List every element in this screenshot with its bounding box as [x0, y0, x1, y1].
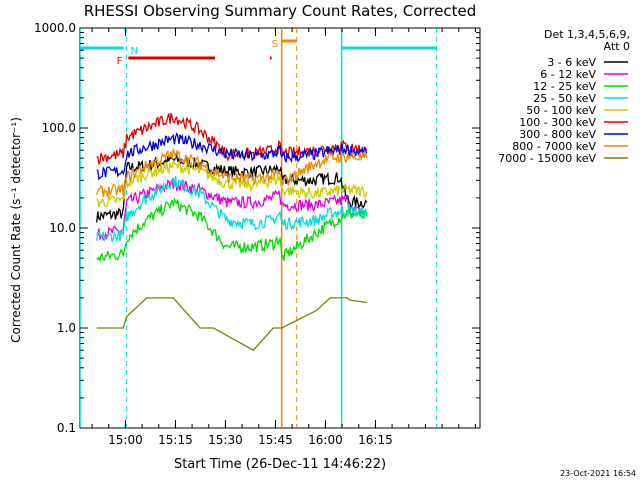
series-line-7-0	[96, 148, 368, 198]
x-tick-label-2: 15:30	[208, 433, 243, 447]
plot-area: NF S	[80, 28, 438, 428]
y-tick-label-3: 100.0	[42, 121, 76, 135]
legend-label-0: 3 - 6 keV	[547, 56, 596, 69]
annotation-F: F	[117, 56, 123, 67]
legend-label-6: 300 - 800 keV	[519, 128, 596, 141]
series-line-2-0	[96, 197, 368, 263]
x-tick-label-3: 15:45	[258, 433, 293, 447]
series-line-3-0	[96, 176, 368, 243]
legend-label-5: 100 - 300 keV	[519, 116, 596, 129]
series-line-6-0	[96, 132, 368, 181]
x-tick-label-0: 15:00	[108, 433, 143, 447]
series-line-1-0	[96, 178, 368, 241]
annotation-S: S	[272, 39, 278, 50]
x-tick-label-4: 16:00	[308, 433, 343, 447]
legend-header-1: Att 0	[604, 40, 630, 53]
axes: 0.1 1.0 10.0 100.0 1000.0 15:00 15:15 15:30 15:4…	[34, 21, 480, 447]
legend-label-8: 7000 - 15000 keV	[498, 152, 596, 165]
series-line-8-0	[96, 297, 367, 352]
timestamp: 23-Oct-2021 16:54	[560, 469, 636, 478]
chart-title: RHESSI Observing Summary Count Rates, Co…	[84, 2, 477, 20]
legend-label-2: 12 - 25 keV	[533, 80, 596, 93]
legend-label-3: 25 - 50 keV	[533, 92, 596, 105]
legend-label-4: 50 - 100 keV	[526, 104, 596, 117]
x-tick-label-5: 16:15	[358, 433, 393, 447]
legend-label-1: 6 - 12 keV	[540, 68, 596, 81]
x-axis-label: Start Time (26-Dec-11 14:46:22)	[174, 457, 386, 472]
y-tick-label-0: 0.1	[57, 421, 76, 435]
legend-label-7: 800 - 7000 keV	[512, 140, 596, 153]
legend-header-0: Det 1,3,4,5,6,9,	[544, 28, 630, 41]
y-tick-label-2: 10.0	[49, 221, 76, 235]
series-line-5-0	[96, 113, 368, 166]
annotation-N: N	[131, 46, 138, 57]
x-tick-label-1: 15:15	[158, 433, 193, 447]
series-line-4-0	[96, 160, 368, 208]
y-tick-label-4: 1000.0	[34, 21, 76, 35]
y-tick-label-1: 1.0	[57, 321, 76, 335]
y-axis-label: Corrected Count Rate (s⁻¹ detector⁻¹)	[9, 117, 23, 343]
